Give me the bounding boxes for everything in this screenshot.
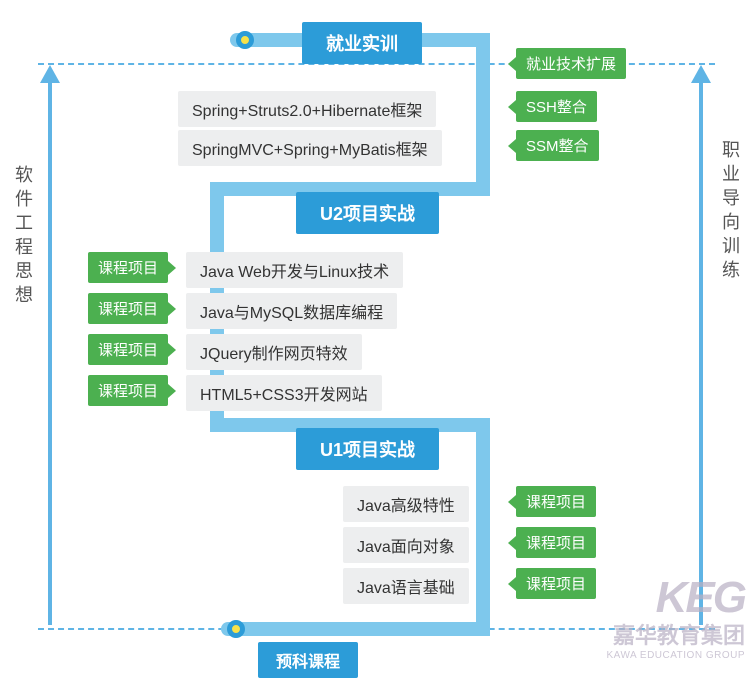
- box-u1-1: Java面向对象: [343, 527, 469, 563]
- stage-u2: U2项目实战: [296, 192, 439, 234]
- tag-ssm: SSM整合: [516, 130, 599, 161]
- watermark-en: KAWA EDUCATION GROUP: [606, 650, 745, 661]
- box-u2-0: Java Web开发与Linux技术: [186, 252, 403, 288]
- tag-u1-2: 课程项目: [516, 568, 596, 599]
- top-dot-icon: [236, 31, 254, 49]
- pipe: [476, 33, 490, 196]
- tag-u2-3: 课程项目: [88, 375, 168, 406]
- tag-u2-1: 课程项目: [88, 293, 168, 324]
- bottom-dot-icon: [227, 620, 245, 638]
- tag-u2-2: 课程项目: [88, 334, 168, 365]
- watermark-cn: 嘉华教育集团: [606, 618, 745, 650]
- box-ssm: SpringMVC+Spring+MyBatis框架: [178, 130, 442, 166]
- pipe: [221, 622, 490, 636]
- tag-u1-0: 课程项目: [516, 486, 596, 517]
- tag-u1-1: 课程项目: [516, 527, 596, 558]
- box-u2-1: Java与MySQL数据库编程: [186, 293, 397, 329]
- tag-u2-0: 课程项目: [88, 252, 168, 283]
- stage-u1: U1项目实战: [296, 428, 439, 470]
- right-side-label: 职业导向训练: [717, 140, 743, 284]
- tag-employment-tech: 就业技术扩展: [516, 48, 626, 79]
- left-side-label: 软件工程思想: [10, 165, 36, 309]
- stage-top: 就业实训: [302, 22, 422, 64]
- pipe: [476, 418, 490, 636]
- right-arrow: [691, 65, 711, 625]
- watermark: KEG 嘉华教育集团 KAWA EDUCATION GROUP: [606, 578, 745, 661]
- tag-ssh: SSH整合: [516, 91, 597, 122]
- box-ssh: Spring+Struts2.0+Hibernate框架: [178, 91, 436, 127]
- box-u1-0: Java高级特性: [343, 486, 469, 522]
- box-u2-2: JQuery制作网页特效: [186, 334, 362, 370]
- stage-bottom: 预科课程: [258, 642, 358, 678]
- left-arrow: [40, 65, 60, 625]
- box-u2-3: HTML5+CSS3开发网站: [186, 375, 382, 411]
- box-u1-2: Java语言基础: [343, 568, 469, 604]
- watermark-logo: KEG: [606, 578, 745, 618]
